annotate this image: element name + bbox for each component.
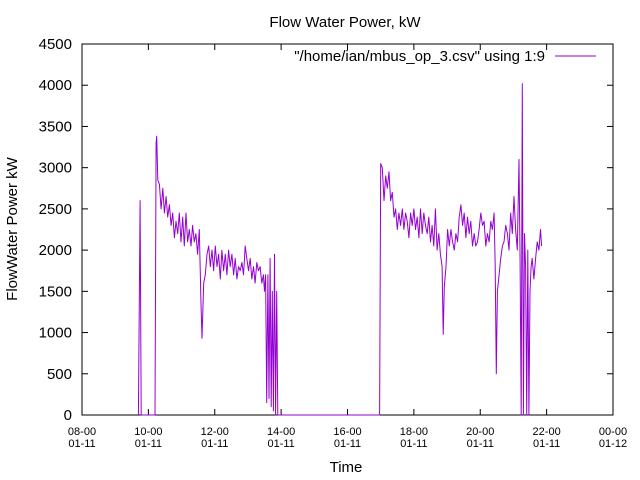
x-tick-label-time: 12-00 [201,426,229,438]
x-tick-label-time: 08-00 [68,426,96,438]
x-tick-label-date: 01-12 [599,438,627,450]
y-tick-label: 2500 [39,201,72,218]
x-tick-label-time: 22-00 [533,426,561,438]
x-tick-label-time: 18-00 [400,426,428,438]
x-tick-label-date: 01-11 [533,438,560,450]
x-tick-label-date: 01-11 [201,438,228,450]
y-tick-label: 4500 [39,36,72,53]
y-tick-label: 4000 [39,77,72,94]
x-tick-label-date: 01-11 [267,438,294,450]
chart-title: Flow Water Power, kW [269,14,421,31]
y-tick-label: 2000 [39,242,72,259]
y-axis-label: FlowWater Power kW [4,156,21,300]
y-tick-label: 0 [64,407,72,424]
y-tick-label: 1500 [39,283,72,300]
y-tick-label: 1000 [39,325,72,342]
series-line [137,83,543,416]
x-tick-label-date: 01-11 [467,438,494,450]
x-tick-label-date: 01-11 [334,438,361,450]
x-tick-label-date: 01-11 [400,438,427,450]
y-tick-label: 3000 [39,160,72,177]
x-tick-label-time: 20-00 [466,426,494,438]
x-axis-label: Time [330,459,363,476]
x-tick-label-time: 10-00 [134,426,162,438]
y-tick-label: 500 [47,366,72,383]
legend: "/home/ian/mbus_op_3.csv" using 1:9 [294,48,596,65]
x-tick-label-date: 01-11 [135,438,162,450]
legend-label: "/home/ian/mbus_op_3.csv" using 1:9 [294,48,545,65]
y-tick-label: 3500 [39,118,72,135]
plot-frame [81,43,614,416]
x-tick-label-time: 00-00 [599,426,627,438]
x-tick-label-date: 01-11 [68,438,95,450]
x-tick-label-time: 16-00 [333,426,361,438]
x-tick-label-time: 14-00 [267,426,295,438]
